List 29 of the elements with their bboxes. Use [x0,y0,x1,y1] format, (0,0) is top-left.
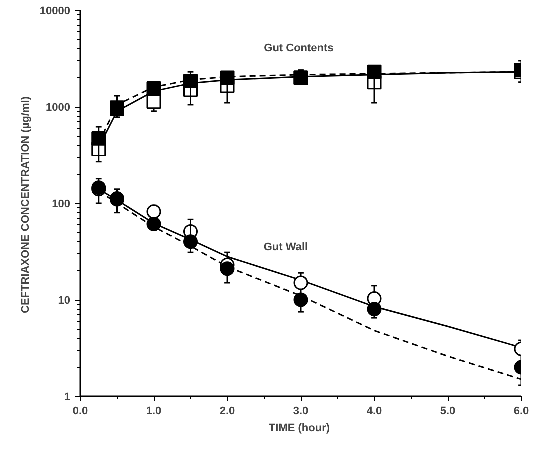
x-tick-label: 4.0 [366,406,382,418]
y-tick-label: 10000 [40,6,71,18]
y-tick-label: 1 [64,392,71,404]
point [294,276,308,290]
point [146,81,162,96]
point [220,70,235,86]
annotation: Gut Wall [264,242,308,254]
point [294,292,308,308]
y-tick-label: 10 [58,295,71,307]
point [184,234,198,250]
x-tick-label: 1.0 [146,406,162,418]
y-tick-label: 1000 [46,102,71,114]
x-tick-label: 0.0 [72,406,88,418]
annotation: Gut Contents [264,42,334,54]
point [367,302,382,317]
x-tick-label: 5.0 [440,406,456,418]
x-tick-label: 3.0 [293,406,309,418]
x-axis-title: TIME (hour) [268,422,330,434]
x-tick-label: 6.0 [514,406,530,418]
point [92,131,106,146]
point [146,204,162,220]
y-tick-label: 100 [52,198,71,210]
point [367,64,382,80]
x-tick-label: 2.0 [220,406,236,418]
point [184,74,198,88]
point [220,262,235,276]
y-axis-title: CEFTRIAXONE CONCENTRATION (µg/ml) [20,96,32,314]
point [146,216,162,232]
point [146,94,162,110]
